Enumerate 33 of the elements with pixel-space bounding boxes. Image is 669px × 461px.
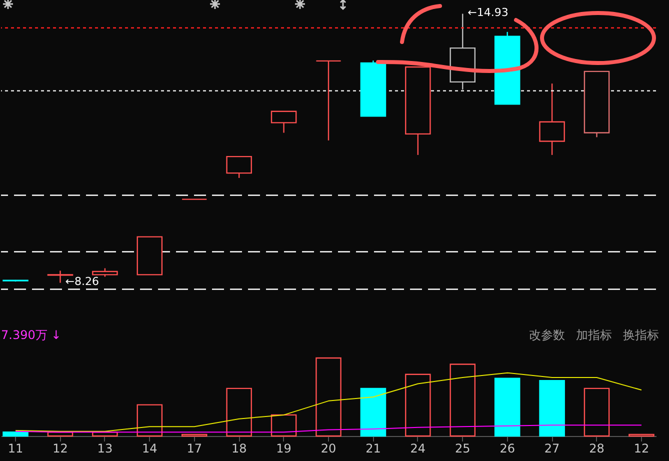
x-tick-label: 20 xyxy=(320,442,336,456)
text: 换指标 xyxy=(623,328,659,342)
x-tick-label: 18 xyxy=(231,442,247,456)
x-tick-label: 19 xyxy=(276,442,292,456)
text: 加指标 xyxy=(576,328,612,342)
bar xyxy=(316,357,342,437)
x-tick-label: 26 xyxy=(500,442,515,456)
bar xyxy=(584,388,610,437)
x-tick-label: 13 xyxy=(97,442,113,456)
bar xyxy=(226,388,252,437)
bar xyxy=(450,364,476,437)
bar xyxy=(539,380,565,437)
x-tick-label: 28 xyxy=(589,442,604,456)
x-tick-label: 12 xyxy=(634,442,650,456)
x-tick-label: 27 xyxy=(544,442,560,456)
x-tick-label: 12 xyxy=(52,442,68,456)
x-tick-label: 11 xyxy=(8,442,24,456)
bar xyxy=(494,378,520,437)
x-tick-label: 17 xyxy=(186,442,202,456)
bar xyxy=(2,432,28,437)
x-tick-label: 21 xyxy=(366,442,381,456)
x-tick-label: 24 xyxy=(410,442,426,456)
x-tick-label: 14 xyxy=(142,442,158,456)
text: 7.390万 ↓ xyxy=(1,328,62,342)
bar xyxy=(270,414,297,437)
x-tick-label: 25 xyxy=(454,442,470,456)
candlestick xyxy=(316,60,342,142)
annotation: ←8.26 xyxy=(65,274,99,288)
bar xyxy=(136,404,163,437)
annotation: ←14.93 xyxy=(468,6,508,19)
bar xyxy=(405,374,431,437)
bar xyxy=(360,388,386,437)
text: 改参数 xyxy=(529,328,565,342)
